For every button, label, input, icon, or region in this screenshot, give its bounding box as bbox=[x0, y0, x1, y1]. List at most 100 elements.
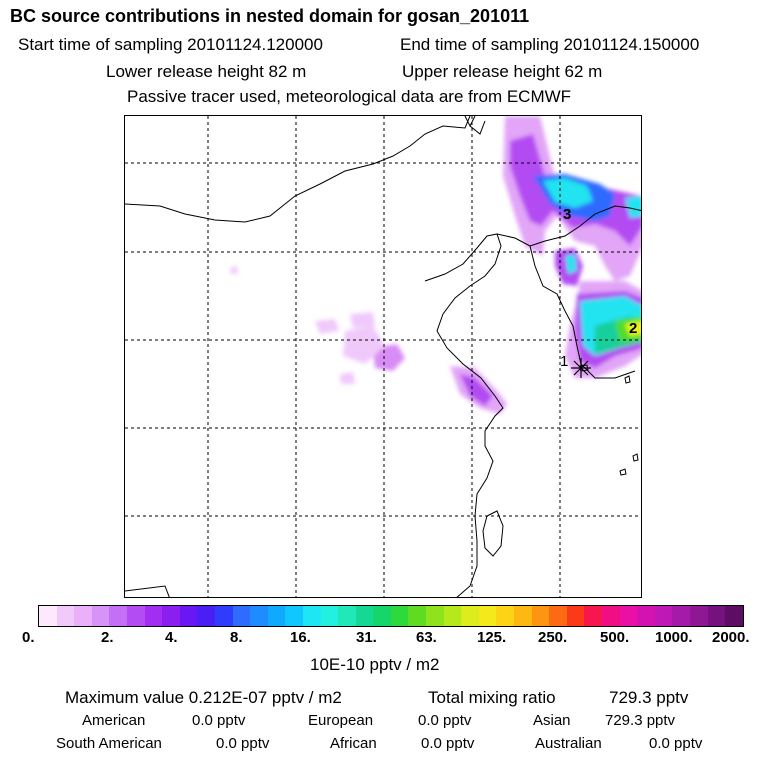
color-scale-tick-label: 0. bbox=[22, 629, 35, 646]
color-scale-cell bbox=[250, 606, 268, 626]
plume-korea-cyan bbox=[565, 254, 577, 274]
color-scale-cell bbox=[338, 606, 356, 626]
color-scale-cell bbox=[672, 606, 690, 626]
color-scale-cell bbox=[91, 606, 110, 626]
region-value-south-american: 0.0 pptv bbox=[216, 735, 270, 752]
region-value-american: 0.0 pptv bbox=[192, 712, 246, 729]
color-scale-tick-label: 250. bbox=[538, 629, 568, 646]
region-value-african: 0.0 pptv bbox=[421, 735, 475, 752]
color-scale-cell bbox=[179, 606, 198, 626]
map-panel: 1 2 3 bbox=[124, 115, 642, 598]
color-scale-cell bbox=[566, 606, 585, 626]
region-name-australian: Australian bbox=[535, 735, 602, 752]
color-scale-tick-label: 2. bbox=[101, 629, 114, 646]
color-scale-cell bbox=[320, 606, 339, 626]
region-name-asian: Asian bbox=[533, 712, 571, 729]
region-name-african: African bbox=[330, 735, 377, 752]
color-scale-cell bbox=[654, 606, 673, 626]
concentration-field bbox=[230, 116, 641, 414]
coast-bohai bbox=[424, 233, 504, 597]
plume-sparse-4 bbox=[340, 372, 355, 384]
region-value-european: 0.0 pptv bbox=[418, 712, 472, 729]
border-north bbox=[464, 116, 486, 135]
graticule bbox=[125, 116, 641, 597]
color-scale-cell bbox=[443, 606, 462, 626]
coast-korea-east bbox=[529, 205, 641, 247]
color-scale-cell bbox=[426, 606, 444, 626]
color-scale-tick-label: 31. bbox=[356, 629, 377, 646]
plume-north-cyan bbox=[543, 178, 593, 208]
color-scale-cell bbox=[408, 606, 427, 626]
color-scale-tick-label: 8. bbox=[230, 629, 243, 646]
plume-sparse-3 bbox=[230, 266, 238, 274]
plume-south-yellow bbox=[625, 321, 641, 336]
marker-label-3: 3 bbox=[563, 206, 571, 223]
border-mongolia bbox=[125, 585, 170, 597]
color-scale-cell bbox=[689, 606, 708, 626]
region-name-european: European bbox=[308, 712, 374, 729]
taiwan bbox=[482, 510, 504, 557]
color-scale-cell bbox=[461, 606, 479, 626]
color-scale-tick-label: 1000. bbox=[655, 629, 693, 646]
color-scale-cell bbox=[56, 606, 75, 626]
plume-china-inland bbox=[373, 344, 405, 371]
color-scale-cell bbox=[285, 606, 303, 626]
coast-mainland bbox=[125, 116, 471, 223]
region-name-south-american: South American bbox=[56, 735, 162, 752]
color-scale-cell bbox=[531, 606, 550, 626]
start-time-label: Start time of sampling 20101124.120000 bbox=[18, 35, 323, 54]
region-value-asian: 729.3 pptv bbox=[605, 712, 676, 729]
coastlines bbox=[125, 116, 641, 597]
region-name-american: American bbox=[82, 712, 146, 729]
scale-unit-label: 10E-10 pptv / m2 bbox=[310, 655, 440, 674]
color-scale-cell bbox=[373, 606, 391, 626]
color-scale-cell bbox=[214, 606, 233, 626]
marker-label-2: 2 bbox=[629, 320, 637, 337]
color-scale-cell bbox=[390, 606, 409, 626]
color-scale-cell bbox=[197, 606, 215, 626]
color-scale-cell bbox=[74, 606, 92, 626]
color-scale-cell bbox=[144, 606, 163, 626]
color-scale-cell bbox=[232, 606, 251, 626]
color-scale-cell bbox=[637, 606, 655, 626]
color-scale-tick-label: 16. bbox=[290, 629, 311, 646]
upper-release-label: Upper release height 62 m bbox=[402, 62, 603, 81]
total-mixing-label: Total mixing ratio bbox=[428, 688, 556, 707]
color-scale-cell bbox=[549, 606, 567, 626]
color-scale-cell bbox=[126, 606, 145, 626]
lower-release-label: Lower release height 82 m bbox=[106, 62, 307, 81]
color-scale-tick-label: 4. bbox=[165, 629, 178, 646]
plume-sparse-1 bbox=[315, 319, 339, 334]
tracer-note: Passive tracer used, meteorological data… bbox=[127, 87, 572, 106]
color-scale-cell bbox=[496, 606, 515, 626]
color-scale-cell bbox=[162, 606, 180, 626]
color-scale-cell bbox=[584, 606, 602, 626]
color-scale-cell bbox=[602, 606, 620, 626]
color-scale-cell bbox=[478, 606, 497, 626]
color-scale-cell bbox=[619, 606, 638, 626]
color-scale-cell bbox=[109, 606, 127, 626]
island-2 bbox=[632, 453, 639, 462]
plume-china-east-mid bbox=[460, 374, 493, 406]
color-scale-cell bbox=[302, 606, 321, 626]
color-scale-tick-label: 500. bbox=[600, 629, 630, 646]
color-scale-bar bbox=[38, 605, 744, 627]
plume-ne-cyan bbox=[625, 196, 641, 218]
marker-label-1: 1 bbox=[560, 353, 568, 370]
plume-sparse-2 bbox=[350, 312, 375, 328]
color-scale-cell bbox=[707, 606, 726, 626]
total-mixing-value: 729.3 pptv bbox=[609, 688, 689, 707]
color-scale-tick-label: 2000. bbox=[712, 629, 750, 646]
island-1 bbox=[624, 375, 631, 384]
receptor-site-marker bbox=[571, 358, 591, 378]
plume-china-inland-light bbox=[343, 326, 385, 364]
color-scale-cell bbox=[355, 606, 374, 626]
color-scale-cell bbox=[725, 606, 743, 626]
end-time-label: End time of sampling 20101124.150000 bbox=[400, 35, 700, 54]
region-value-australian: 0.0 pptv bbox=[649, 735, 703, 752]
island-3 bbox=[619, 468, 627, 476]
page-title: BC source contributions in nested domain… bbox=[10, 6, 530, 26]
color-scale-cell bbox=[267, 606, 286, 626]
color-scale-tick-label: 125. bbox=[477, 629, 507, 646]
color-scale-tick-label: 63. bbox=[416, 629, 437, 646]
